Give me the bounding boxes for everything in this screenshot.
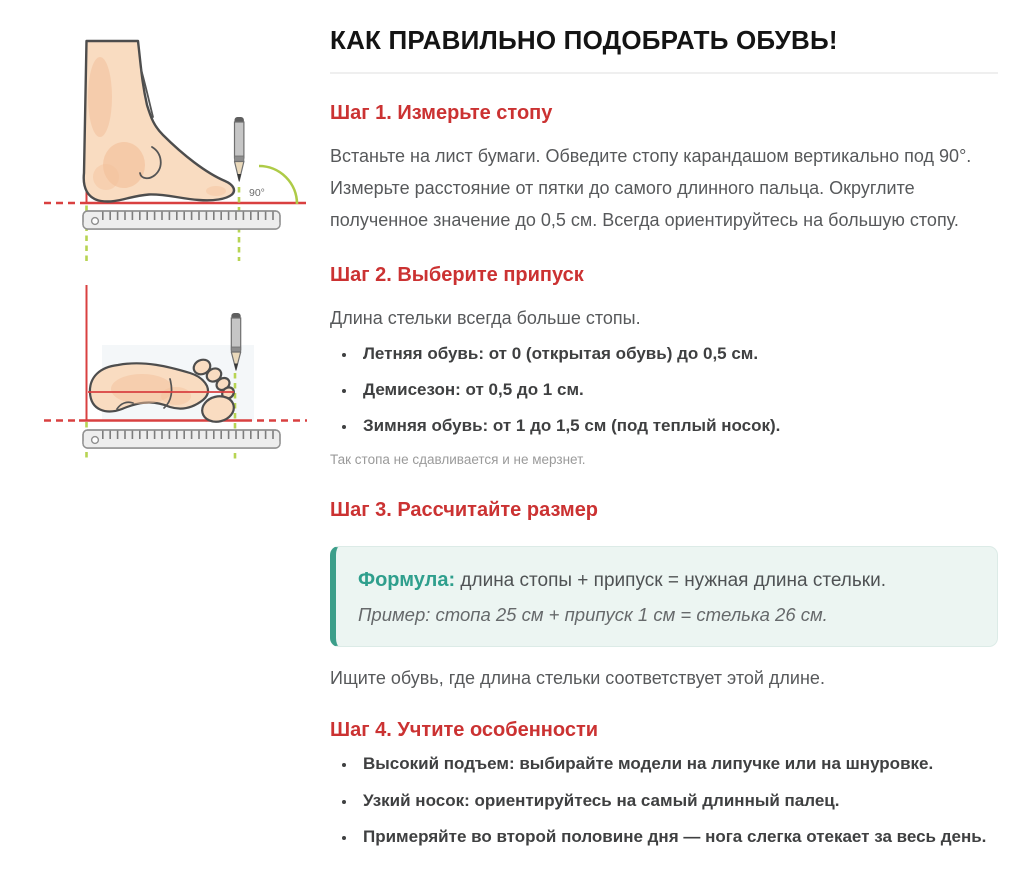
foot-side-measure-svg: 90°: [44, 39, 306, 261]
page-title: КАК ПРАВИЛЬНО ПОДОБРАТЬ ОБУВЬ!: [330, 25, 838, 55]
foot-top-shape: [88, 358, 235, 423]
formula-example: Пример: стопа 25 см + припуск 1 см = сте…: [358, 603, 828, 625]
formula-text: длина стопы + припуск = нужная длина сте…: [460, 569, 886, 591]
pencil-icon: [230, 313, 242, 371]
ruler-icon: [82, 210, 281, 230]
title-divider: [330, 71, 998, 74]
list-item: Зимняя обувь: от 1 до 1,5 см (под теплый…: [357, 415, 998, 438]
step-3-heading: Шаг 3. Рассчитайте размер: [330, 498, 599, 521]
step-2-section: Шаг 2. Выберите припуск Длина стельки вс…: [330, 263, 998, 471]
step-2-intro: Длина стельки всегда больше стопы.: [330, 307, 641, 328]
step-2-note: Так стопа не сдавливается и не мерзнет.: [330, 452, 586, 468]
foot-top-measure-illustration: [20, 275, 310, 470]
step-2-heading: Шаг 2. Выберите припуск: [330, 263, 584, 286]
article-content: КАК ПРАВИЛЬНО ПОДОБРАТЬ ОБУВЬ! Шаг 1. Из…: [310, 0, 1024, 863]
pencil-icon: [233, 117, 245, 182]
step-3-conclusion: Ищите обувь, где длина стельки соответст…: [330, 667, 825, 688]
fit-tips-list: Высокий подъем: выбирайте модели на липу…: [330, 753, 998, 850]
angle-arc: [258, 164, 299, 205]
formula-label: Формула:: [358, 568, 456, 591]
formula-line: Формула: длина стопы + припуск = нужная …: [358, 566, 975, 595]
ruler-icon: [82, 429, 281, 449]
step-4-heading: Шаг 4. Учтите особенности: [330, 718, 599, 741]
list-item: Демисезон: от 0,5 до 1 см.: [357, 379, 998, 402]
foot-top-measure-svg: [44, 285, 307, 461]
list-item: Высокий подъем: выбирайте модели на липу…: [357, 753, 998, 776]
step-4-section: Шаг 4. Учтите особенности Высокий подъем…: [330, 718, 998, 850]
step-3-section: Шаг 3. Рассчитайте размер Формула: длина…: [330, 498, 998, 694]
list-item: Летняя обувь: от 0 (открытая обувь) до 0…: [357, 343, 998, 366]
allowance-list: Летняя обувь: от 0 (открытая обувь) до 0…: [330, 343, 998, 438]
illustration-column: 90°: [0, 0, 310, 863]
list-item: Узкий носок: ориентируйтесь на самый дли…: [357, 790, 998, 813]
angle-label: 90°: [249, 187, 265, 199]
step-1-heading: Шаг 1. Измерьте стопу: [330, 101, 553, 124]
foot-side-measure-illustration: 90°: [20, 25, 310, 270]
measure-guides-green: [85, 187, 241, 261]
foot-side-shape: [82, 39, 236, 203]
formula-callout: Формула: длина стопы + припуск = нужная …: [330, 545, 998, 647]
list-item: Примеряйте во второй половине дня — нога…: [357, 826, 998, 849]
step-1-section: Шаг 1. Измерьте стопу Встаньте на лист б…: [330, 101, 998, 236]
step-1-paragraph: Встаньте на лист бумаги. Обведите стопу …: [330, 145, 972, 230]
